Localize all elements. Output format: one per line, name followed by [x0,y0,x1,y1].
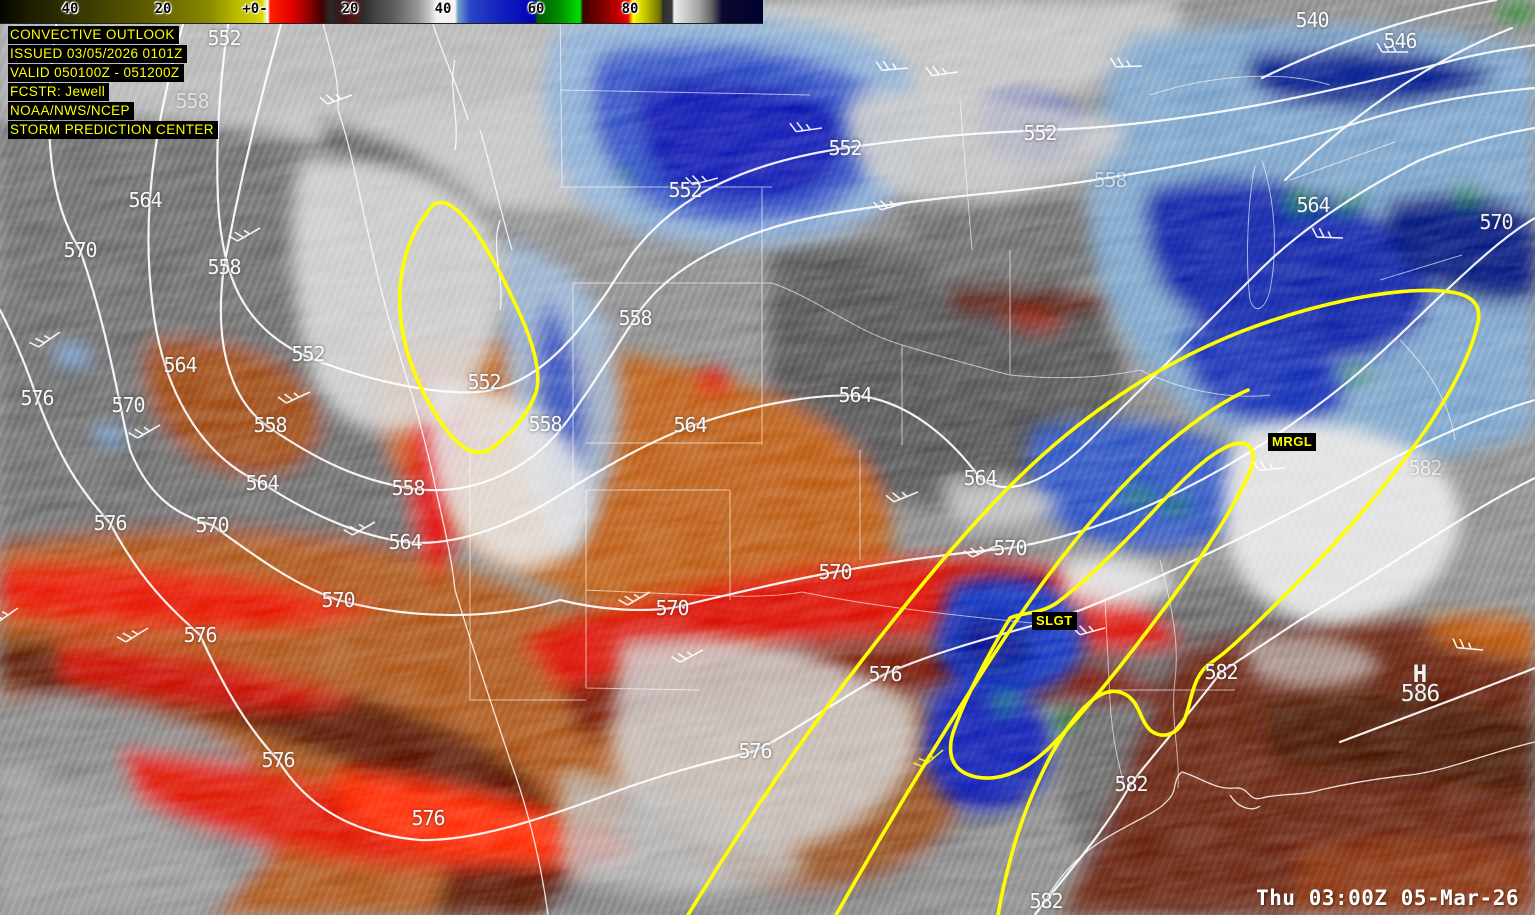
colorbar-tick-label: 20 [341,1,359,17]
height-contour-label: 576 [411,806,445,830]
height-contour-label: 564 [673,413,707,437]
height-contour-label: 570 [818,560,852,584]
wind-barb [925,65,959,77]
wind-barb [1452,638,1484,651]
height-contour-label: 558 [1093,168,1127,192]
height-contour-label: 576 [20,386,54,410]
wind-barb [128,424,161,439]
height-contour-label: 576 [868,662,902,686]
wind-barb [277,391,311,404]
valid-time-stamp: Thu 03:00Z 05-Mar-26 [1256,886,1519,910]
height-contour-label: 558 [618,306,652,330]
brightness-temperature-colorbar: 40 20 +0- 20 40 60 80 [0,0,763,24]
wind-barbs [0,42,1484,768]
height-contour-label: 576 [738,739,772,763]
outlook-contour-slight [948,441,1255,780]
risk-label-mrgl: MRGL [1268,433,1317,451]
high-pressure-marker: H 586 [1400,660,1441,707]
height-contour-label: 582 [1204,660,1238,684]
height-contour-label: 570 [1479,210,1513,234]
height-contour-label: 564 [963,466,997,490]
height-contour-label: 552 [207,26,241,50]
height-contour-label: 558 [207,255,241,279]
height-contour-label: 576 [261,748,295,772]
wind-barb [1311,227,1344,239]
height-contour-label: 564 [388,530,422,554]
wind-barb [0,607,19,624]
colorbar-tick-label: 40 [434,1,452,17]
height-contour-label: 552 [828,136,862,160]
height-contour-label: 564 [838,383,872,407]
wind-barb [1252,460,1286,472]
height-contour-label: 564 [163,353,197,377]
height-contour-label: 552 [291,342,325,366]
product-header: CONVECTIVE OUTLOOK ISSUED 03/05/2026 010… [8,26,218,140]
height-contour-label: 576 [93,511,127,535]
wind-barb [670,649,704,663]
colorbar-tick-label: 20 [154,1,172,17]
height-contour-label: 570 [63,238,97,262]
height-contour-label: 564 [128,188,162,212]
height-contour-label: 570 [195,513,229,537]
wind-barb [228,227,261,242]
high-value: 586 [1400,681,1441,707]
header-forecaster: FCSTR: Jewell [8,83,110,101]
height-contour-label: 576 [183,623,217,647]
risk-label-slgt: SLGT [1032,612,1077,630]
outlook-contours [397,200,1481,915]
height-contour-label: 552 [1023,121,1057,145]
height-contour-label: 582 [1029,889,1063,913]
height-contour-label: 582 [1408,456,1442,480]
height-contour-label: 570 [321,588,355,612]
height-contour-label: 552 [668,178,702,202]
wind-barb [873,199,907,211]
header-title: CONVECTIVE OUTLOOK [8,26,179,44]
colorbar-tick-label: +0- [242,1,268,17]
wind-barb [319,93,353,105]
header-valid: VALID 050100Z - 051200Z [8,64,184,82]
height-contour-label: 582 [1114,772,1148,796]
height-contour-label: 564 [1296,193,1330,217]
header-agency: NOAA/NWS/NCEP [8,102,134,120]
height-contour-label: 570 [111,393,145,417]
outlook-contour-general-thunder-west [397,200,540,455]
height-contour-label: 570 [993,536,1027,560]
wind-barb [29,331,61,348]
wind-barb [1376,42,1408,53]
height-contour-label: 540 [1295,8,1329,32]
wind-barb [875,60,909,72]
wind-barb [789,121,823,133]
wind-barb [343,521,376,536]
wind-barb [1072,624,1106,636]
wind-barb [618,591,651,606]
height-contour-label: 558 [528,412,562,436]
outlook-contour-marginal-outer [686,288,1481,915]
header-center: STORM PREDICTION CENTER [8,121,218,139]
height-contour-label: 558 [253,413,287,437]
colorbar-tick-label: 80 [621,1,639,17]
height-contour-label: 564 [245,471,279,495]
height-contour-label: 546 [1383,29,1417,53]
wind-barb [1110,57,1143,68]
header-issued: ISSUED 03/05/2026 0101Z [8,45,187,63]
wind-barb [885,491,919,503]
height-contour-label: 558 [391,476,425,500]
colorbar-tick-label: 40 [61,1,79,17]
outlook-contour-marginal-inner [834,388,1250,915]
wind-barb [685,174,719,186]
height-contour-label: 552 [467,370,501,394]
wind-barb [913,749,944,768]
height-contour-label: 558 [175,89,209,113]
wind-barb [116,627,149,643]
wind-barb [963,545,997,558]
height-contour-label: 570 [655,596,689,620]
colorbar-tick-label: 60 [527,1,545,17]
high-symbol: H [1412,660,1428,688]
